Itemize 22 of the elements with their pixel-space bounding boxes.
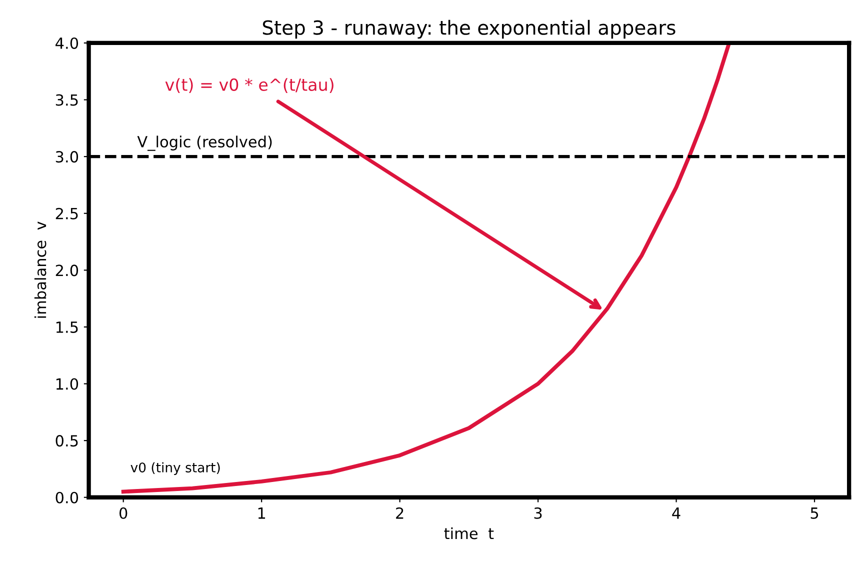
y-tick-label: 1.0 <box>56 378 78 390</box>
y-tick-label: 0.0 <box>56 492 78 504</box>
x-axis-title: time t <box>444 527 494 540</box>
y-tick-label: 3.0 <box>56 151 78 163</box>
x-tick-label: 0 <box>119 507 128 519</box>
annotation: v(t) = v0 * e^(t/tau) <box>165 78 334 93</box>
y-tick-label: 2.0 <box>56 264 78 276</box>
x-tick-label: 4 <box>672 508 680 519</box>
y-tick-label: 2.5 <box>56 208 78 220</box>
annotation: v0 (tiny start) <box>130 462 220 476</box>
y-tick-label: 1.5 <box>56 322 78 333</box>
chart-title: Step 3 - runaway: the exponential appears <box>262 20 676 39</box>
y-tick-label: 0.5 <box>56 435 78 447</box>
y-tick-label: 4.0 <box>56 37 78 49</box>
x-tick-label: 3 <box>534 507 542 519</box>
line-series <box>121 42 731 494</box>
x-tick-label: 5 <box>810 508 818 519</box>
x-tick-label: 2 <box>396 507 404 519</box>
y-tick-label: 3.5 <box>56 94 78 106</box>
y-axis-title: imbalance v <box>34 222 46 318</box>
ref-line-label: V_logic (resolved) <box>137 136 272 151</box>
x-tick-label: 1 <box>258 508 266 519</box>
